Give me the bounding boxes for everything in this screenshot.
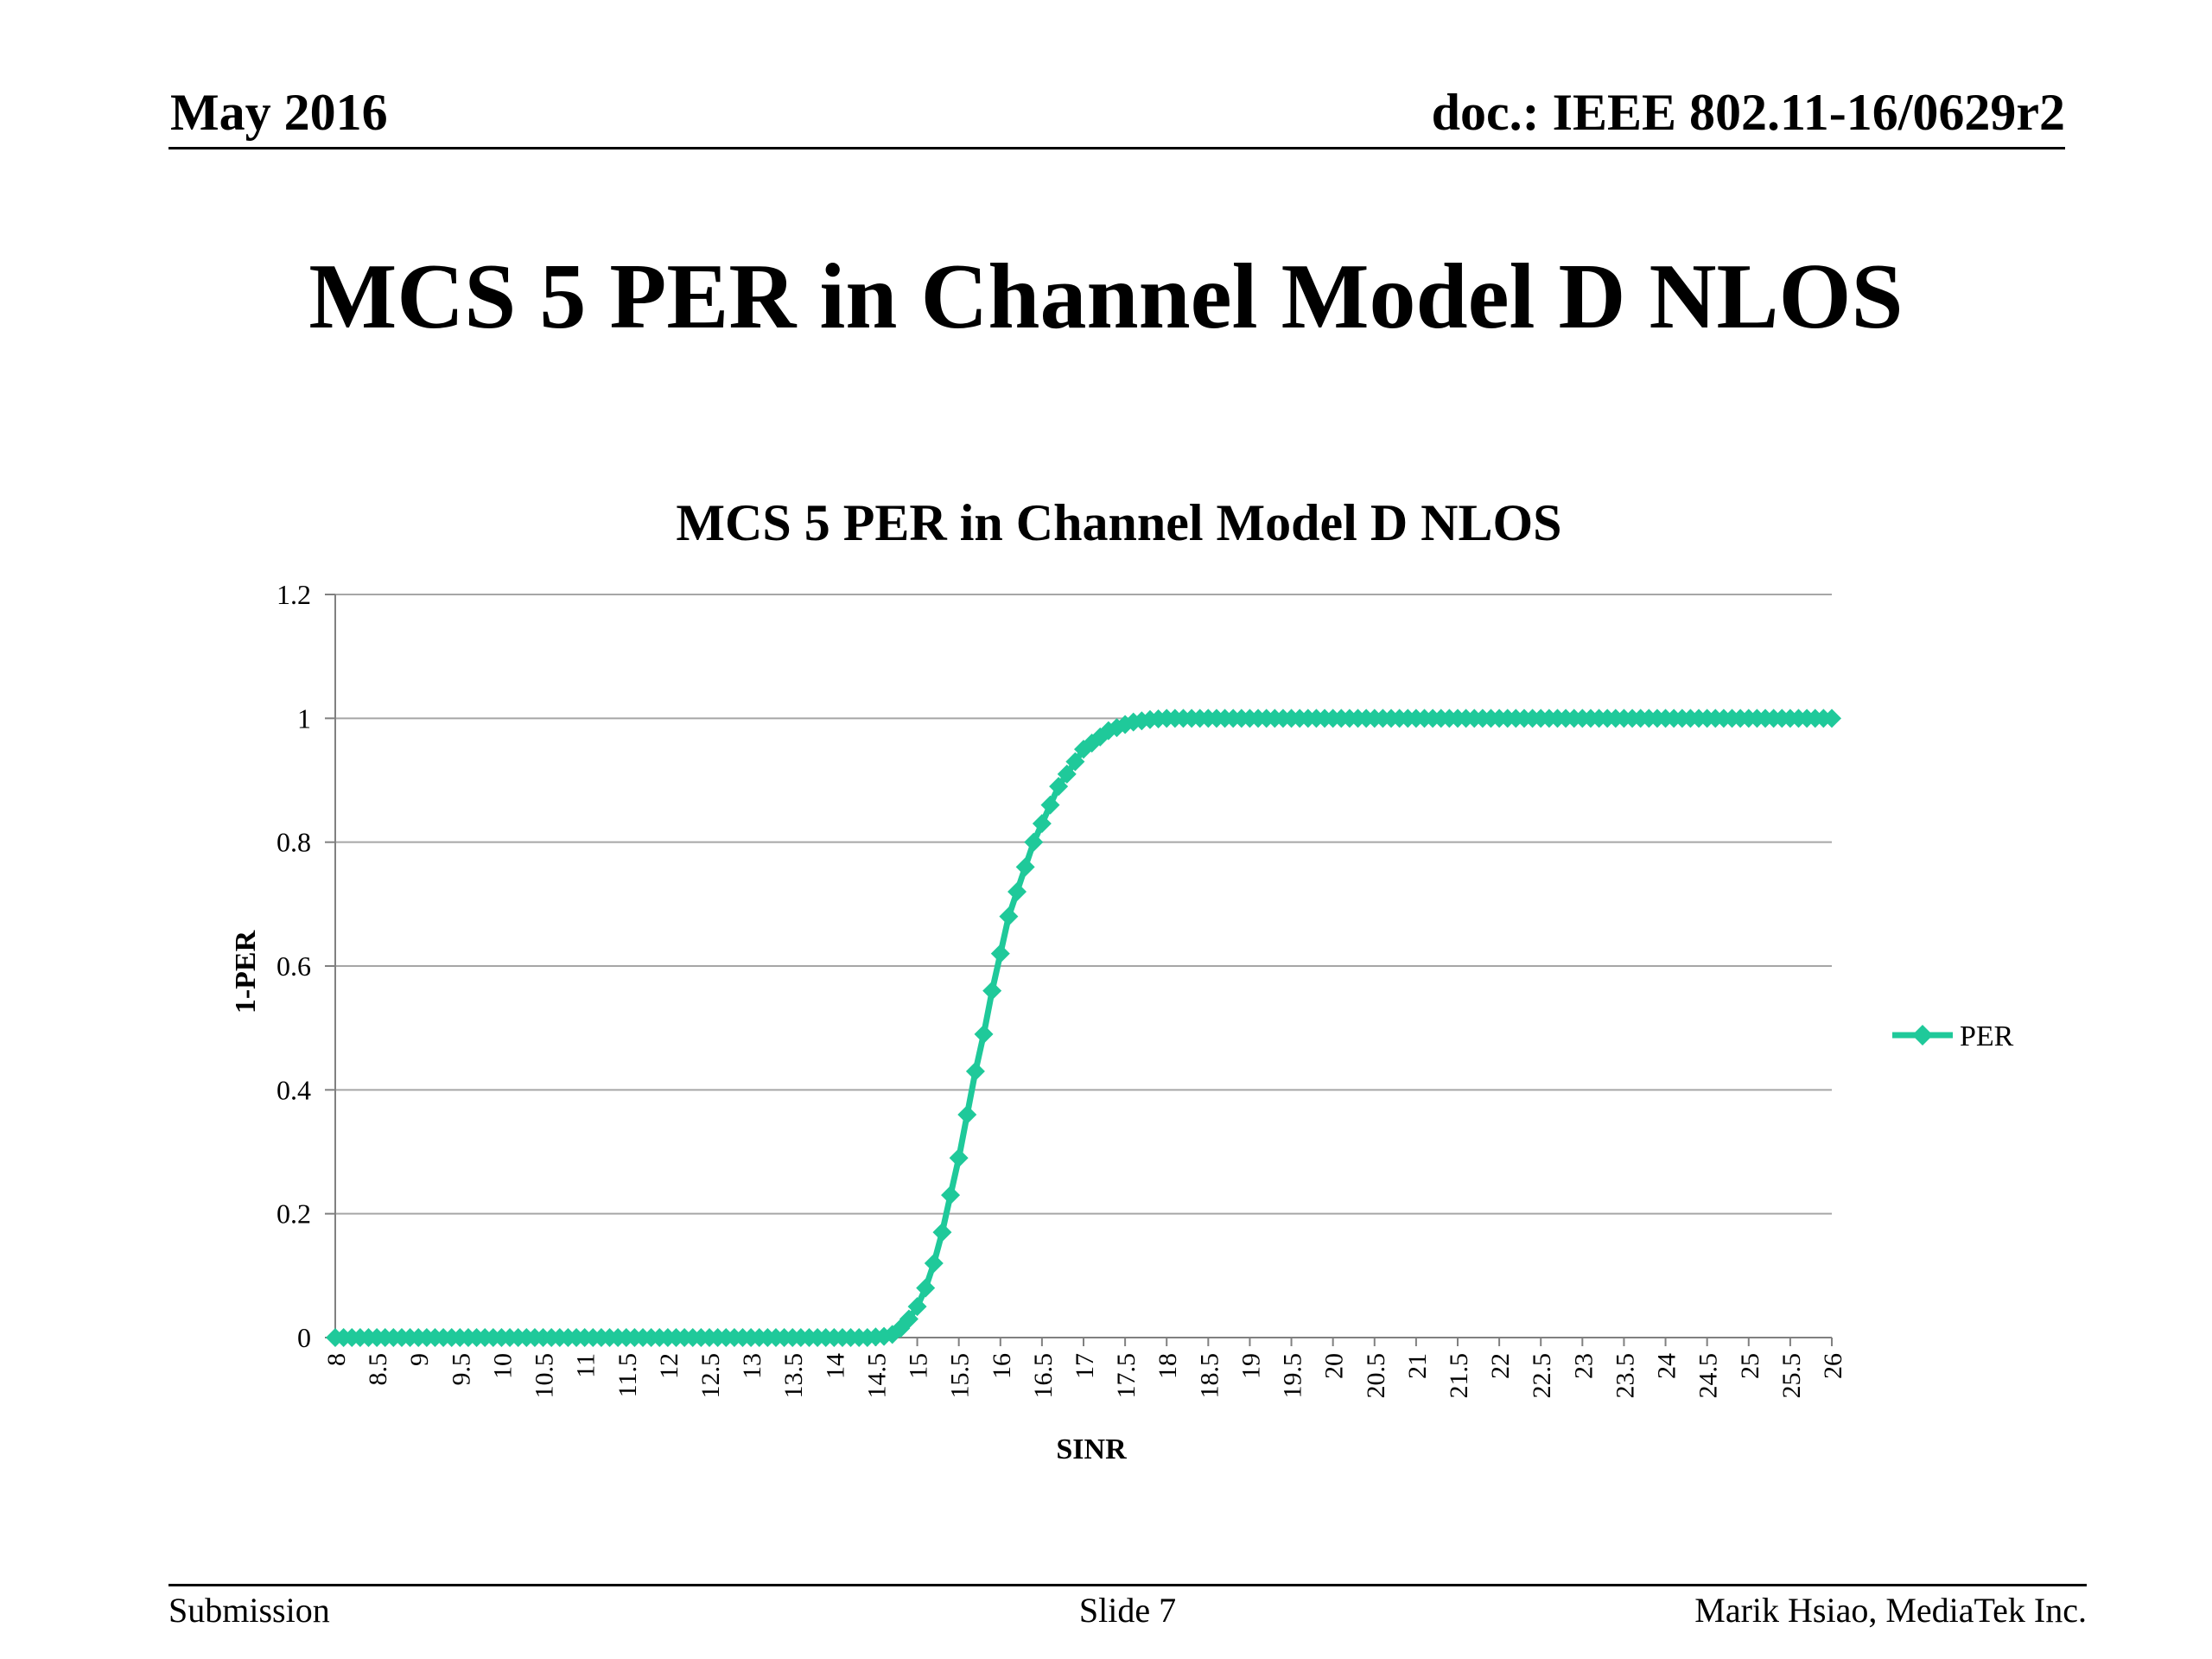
x-tick-label: 19 (1236, 1353, 1265, 1379)
x-tick-label: 14.5 (862, 1353, 891, 1399)
series-line (335, 715, 1832, 1341)
data-point (949, 1148, 969, 1168)
header-rule (168, 147, 2065, 149)
y-axis-ticks: 0 0.2 0.4 0.6 0.8 1 1.2 (276, 579, 311, 1353)
data-point (974, 1024, 994, 1044)
x-tick-label: 24 (1653, 1353, 1681, 1379)
x-tick-label: 23.5 (1611, 1353, 1639, 1399)
x-tick-label: 14 (821, 1353, 849, 1379)
slide-title: MCS 5 PER in Channel Model D NLOS (308, 245, 1904, 348)
chart-title: MCS 5 PER in Channel Model D NLOS (676, 494, 1561, 551)
x-tick-label: 22.5 (1528, 1353, 1556, 1399)
data-point (1032, 814, 1052, 834)
y-tick-label: 1 (297, 702, 311, 734)
y-axis-label: 1-PER (230, 930, 262, 1014)
x-tick-label: 24.5 (1694, 1353, 1723, 1399)
data-point (941, 1185, 961, 1205)
x-tick-label: 13.5 (779, 1353, 808, 1399)
x-tick-label: 21 (1403, 1353, 1432, 1379)
x-tick-label: 11 (572, 1353, 601, 1378)
x-tick-label: 26 (1819, 1353, 1847, 1379)
data-point (1822, 709, 1841, 728)
footer-rule (168, 1584, 2087, 1586)
y-tick-label: 0.8 (276, 827, 311, 858)
y-tick-label: 0 (297, 1322, 311, 1353)
x-tick-label: 20 (1320, 1353, 1349, 1379)
y-tick-label: 0.4 (276, 1074, 311, 1105)
footer-slide-number: Slide 7 (1078, 1591, 1177, 1630)
y-tick-label: 0.2 (276, 1198, 311, 1230)
data-point (924, 1254, 944, 1273)
x-tick-label: 21.5 (1445, 1353, 1473, 1399)
data-point (1024, 832, 1044, 852)
footer-author: Marik Hsiao, MediaTek Inc. (1694, 1591, 2087, 1630)
data-point (1015, 857, 1035, 877)
y-tick-label: 1.2 (276, 579, 311, 610)
x-tick-label: 25 (1736, 1353, 1764, 1379)
x-tick-label: 22 (1486, 1353, 1515, 1379)
data-point (999, 906, 1019, 926)
x-tick-label: 25.5 (1777, 1353, 1806, 1399)
x-tick-label: 10 (488, 1353, 517, 1379)
x-tick-label: 18.5 (1195, 1353, 1224, 1399)
chart-legend: PER (1892, 1020, 2014, 1052)
per-series (326, 709, 1841, 1347)
data-point (982, 981, 1002, 1001)
x-tick-label: 16 (988, 1353, 1016, 1379)
y-tick-label: 0.6 (276, 950, 311, 982)
data-point (1057, 764, 1077, 784)
data-point (932, 1223, 952, 1243)
data-point (1049, 777, 1069, 797)
x-tick-label: 18 (1154, 1353, 1182, 1379)
x-tick-label: 10.5 (531, 1353, 559, 1399)
x-tick-label: 19.5 (1279, 1353, 1307, 1399)
data-point (1007, 882, 1027, 901)
data-point (957, 1105, 977, 1124)
x-tick-label: 17 (1071, 1353, 1099, 1379)
x-tick-label: 8.5 (364, 1353, 392, 1386)
header-date: May 2016 (170, 84, 388, 141)
x-tick-label: 15 (905, 1353, 933, 1379)
header-doc-id: doc.: IEEE 802.11-16/0629r2 (1431, 84, 2065, 141)
chart-axes (325, 594, 1833, 1346)
x-tick-label: 15.5 (946, 1353, 975, 1399)
data-point (1065, 752, 1085, 772)
data-point (899, 1309, 918, 1329)
chart-gridlines (335, 594, 1832, 1338)
data-point (907, 1297, 927, 1317)
x-tick-label: 13 (738, 1353, 766, 1379)
x-tick-label: 8 (322, 1353, 351, 1366)
x-tick-label: 16.5 (1029, 1353, 1058, 1399)
x-tick-label: 17.5 (1112, 1353, 1141, 1399)
x-tick-label: 11.5 (613, 1353, 642, 1397)
data-point (990, 944, 1010, 963)
x-tick-label: 20.5 (1362, 1353, 1390, 1399)
data-point (965, 1061, 985, 1081)
x-tick-label: 12.5 (696, 1353, 725, 1399)
x-tick-label: 23 (1569, 1353, 1598, 1379)
x-axis-ticks: 8 8.5 9 9.5 10 10.5 11 11.5 12 12.5 13 13.5 14 14.5 15… (322, 1353, 1847, 1399)
data-point (1040, 795, 1060, 815)
legend-label: PER (1960, 1020, 2014, 1052)
x-axis-label: SINR (1056, 1433, 1127, 1465)
x-tick-label: 9 (405, 1353, 434, 1366)
x-tick-label: 9.5 (447, 1353, 475, 1386)
legend-marker (1912, 1025, 1933, 1046)
x-tick-label: 12 (655, 1353, 683, 1379)
data-point (916, 1278, 936, 1298)
footer-submission: Submission (168, 1591, 330, 1630)
